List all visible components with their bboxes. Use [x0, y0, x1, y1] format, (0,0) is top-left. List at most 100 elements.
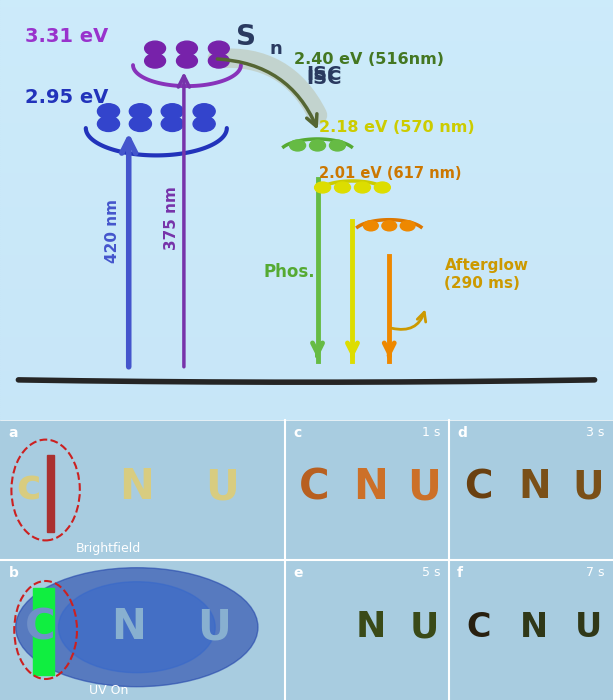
Bar	[0, 357, 613, 359]
Bar	[0, 185, 613, 187]
Bar	[0, 208, 613, 210]
Bar	[0, 69, 613, 71]
Bar	[0, 365, 613, 368]
Circle shape	[208, 54, 229, 68]
Bar	[0, 342, 613, 344]
Circle shape	[97, 116, 120, 132]
Bar	[0, 386, 613, 389]
Bar	[0, 309, 613, 311]
Bar	[0, 103, 613, 105]
Bar	[0, 403, 613, 405]
Bar	[0, 290, 613, 292]
Bar	[0, 395, 613, 397]
Bar	[0, 323, 613, 326]
Circle shape	[400, 220, 415, 231]
Bar	[0, 149, 613, 151]
Text: 420 nm: 420 nm	[105, 199, 120, 263]
Bar	[0, 176, 613, 178]
Bar	[0, 48, 613, 50]
Bar	[0, 143, 613, 145]
Bar	[0, 212, 613, 214]
Bar	[0, 233, 613, 235]
Bar	[0, 216, 613, 218]
Bar	[0, 330, 613, 332]
Bar	[0, 382, 613, 384]
Text: U: U	[575, 610, 602, 644]
Circle shape	[290, 140, 306, 151]
Text: N: N	[111, 606, 146, 648]
Bar	[0, 351, 613, 353]
Bar	[0, 86, 613, 88]
Bar	[0, 286, 613, 288]
Bar	[0, 359, 613, 361]
Bar	[0, 300, 613, 302]
Ellipse shape	[58, 582, 215, 673]
Text: C: C	[466, 610, 491, 644]
Circle shape	[335, 182, 351, 193]
Bar	[0, 136, 613, 139]
Bar	[0, 27, 613, 29]
Text: N: N	[120, 466, 154, 508]
Text: N: N	[518, 468, 550, 506]
Text: ISC: ISC	[306, 69, 342, 88]
Text: C: C	[464, 468, 493, 506]
Bar	[0, 414, 613, 416]
Text: b: b	[9, 566, 18, 580]
Text: 2.95 eV: 2.95 eV	[25, 88, 108, 107]
Bar	[0, 410, 613, 412]
Bar	[0, 74, 613, 76]
Bar	[0, 218, 613, 220]
Bar	[0, 19, 613, 21]
Bar	[0, 288, 613, 290]
Bar	[0, 162, 613, 164]
Bar	[0, 368, 613, 370]
Text: 375 nm: 375 nm	[164, 186, 179, 251]
Bar	[0, 2, 613, 4]
Bar	[0, 52, 613, 55]
Bar	[0, 220, 613, 223]
Bar	[0, 361, 613, 363]
Bar	[0, 181, 613, 183]
Circle shape	[208, 41, 229, 55]
Text: ISC: ISC	[306, 65, 342, 84]
Text: U: U	[408, 466, 441, 508]
Bar	[0, 307, 613, 309]
Bar	[0, 372, 613, 374]
Bar	[0, 82, 613, 84]
Bar	[0, 78, 613, 80]
Text: 2.18 eV (570 nm): 2.18 eV (570 nm)	[319, 120, 474, 135]
Circle shape	[364, 220, 378, 231]
Text: U: U	[409, 610, 439, 644]
Text: Phos.: Phos.	[264, 263, 315, 281]
Bar	[0, 241, 613, 244]
Bar	[0, 334, 613, 336]
Bar	[0, 326, 613, 328]
Bar	[0, 256, 613, 258]
Circle shape	[161, 104, 183, 119]
Bar	[0, 195, 613, 197]
Bar	[0, 4, 613, 6]
FancyArrowPatch shape	[392, 312, 426, 330]
Bar	[0, 124, 613, 126]
Bar	[0, 113, 613, 116]
Bar	[0, 191, 613, 193]
Bar	[0, 214, 613, 216]
Bar	[0, 94, 613, 97]
Text: 1 s: 1 s	[422, 426, 441, 439]
Bar	[0, 42, 613, 44]
Bar	[0, 321, 613, 323]
Bar	[0, 29, 613, 32]
Bar	[0, 38, 613, 40]
Bar	[0, 97, 613, 99]
Bar	[0, 168, 613, 170]
Bar	[0, 319, 613, 321]
Bar	[0, 416, 613, 418]
Bar	[0, 376, 613, 378]
Bar	[0, 412, 613, 414]
Bar	[0, 160, 613, 162]
Bar	[0, 199, 613, 202]
Bar	[0, 311, 613, 313]
Text: 2.40 eV (516nm): 2.40 eV (516nm)	[294, 52, 444, 67]
Bar	[0, 99, 613, 101]
Bar	[0, 244, 613, 246]
